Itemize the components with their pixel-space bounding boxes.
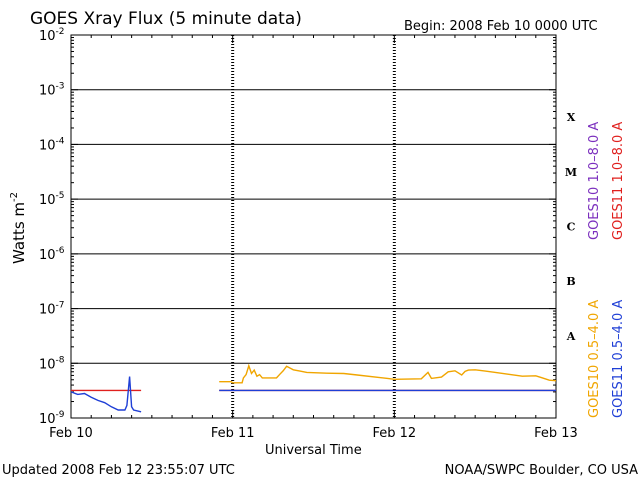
y-tick-base: 10: [39, 84, 56, 99]
y-tick-base: 10: [39, 248, 56, 263]
y-tick-base: 10: [39, 138, 56, 153]
y-tick-label: 10-8: [39, 355, 65, 372]
y-tick-exponent: -6: [56, 246, 65, 256]
x-axis-label: Universal Time: [265, 443, 362, 458]
series-line-3: [70, 376, 556, 413]
y-tick-label: 10-6: [39, 246, 65, 263]
flare-class-C: C: [567, 221, 576, 234]
y-tick-label: 10-4: [39, 136, 65, 153]
y-axis-label-text: Watts m: [10, 202, 28, 264]
flare-class-M: M: [565, 166, 577, 179]
y-axis-ticks: 10-910-810-710-610-510-410-310-2: [39, 27, 556, 427]
y-tick-base: 10: [39, 193, 56, 208]
y-tick-label: 10-2: [39, 27, 65, 44]
x-tick-label: Feb 11: [211, 426, 255, 441]
legend-entry-1: GOES11 1.0–8.0 A: [611, 122, 626, 240]
x-tick-label: Feb 13: [534, 426, 578, 441]
y-tick-exponent: -7: [56, 301, 65, 311]
grid: [71, 35, 556, 418]
flare-class-A: A: [566, 330, 576, 343]
y-tick-label: 10-3: [39, 82, 65, 99]
y-tick-base: 10: [39, 29, 56, 44]
legend-entry-2: GOES10 0.5–4.0 A: [587, 300, 602, 418]
chart-begin-time: Begin: 2008 Feb 10 0000 UTC: [404, 19, 598, 34]
flare-class-labels: A B C M X: [565, 111, 577, 343]
y-tick-base: 10: [39, 357, 56, 372]
flare-class-B: B: [566, 275, 575, 288]
legend: GOES10 1.0–8.0 A GOES11 1.0–8.0 A GOES10 0…: [587, 122, 626, 418]
chart-title: GOES Xray Flux (5 minute data): [30, 9, 302, 29]
y-tick-base: 10: [39, 303, 56, 318]
y-tick-label: 10-7: [39, 301, 65, 318]
legend-entry-0: GOES10 1.0–8.0 A: [587, 122, 602, 240]
y-tick-exponent: -8: [56, 355, 65, 365]
y-tick-exponent: -3: [56, 82, 65, 92]
updated-timestamp: Updated 2008 Feb 12 23:55:07 UTC: [2, 463, 235, 478]
plot-frame: [70, 34, 557, 419]
series-lines: [70, 363, 557, 413]
y-axis-label-superscript: -2: [9, 192, 20, 202]
y-tick-exponent: -4: [56, 136, 65, 146]
source-credit: NOAA/SWPC Boulder, CO USA: [445, 463, 638, 478]
y-axis-label: Watts m-2: [9, 192, 28, 264]
y-tick-label: 10-5: [39, 191, 65, 208]
y-tick-exponent: -9: [56, 410, 65, 420]
y-tick-base: 10: [39, 412, 56, 427]
y-tick-label: 10-9: [39, 410, 65, 427]
x-axis-ticks: Feb 10 Feb 11 Feb 12 Feb 13: [49, 35, 578, 441]
flare-class-X: X: [567, 111, 576, 124]
series-line-2: [219, 363, 557, 384]
x-tick-label: Feb 10: [49, 426, 93, 441]
legend-entry-3: GOES11 0.5–4.0 A: [611, 300, 626, 418]
x-tick-label: Feb 12: [372, 426, 416, 441]
y-tick-exponent: -5: [56, 191, 65, 201]
y-tick-exponent: -2: [56, 27, 65, 37]
